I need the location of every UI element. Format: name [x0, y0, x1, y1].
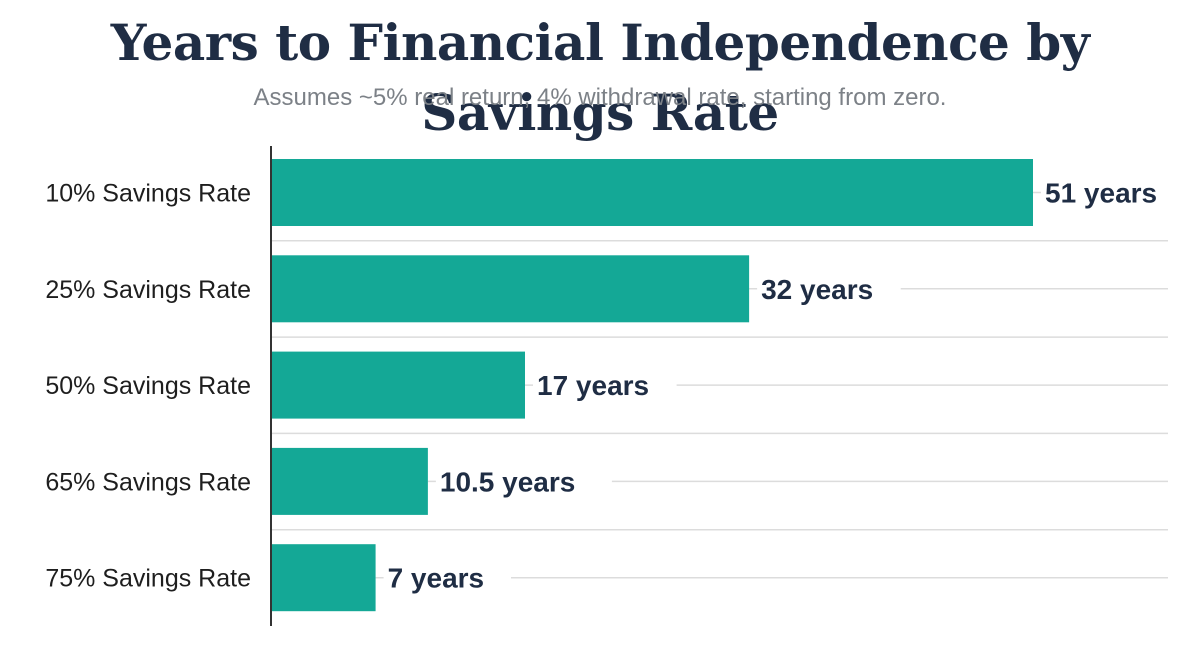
chart-title: Years to Financial Independence by Savin… — [110, 13, 1090, 142]
category-label: 10% Savings Rate — [45, 180, 251, 208]
category-label: 75% Savings Rate — [45, 565, 251, 593]
category-label: 25% Savings Rate — [45, 276, 251, 304]
value-label: 32 years — [761, 274, 873, 305]
value-label: 7 years — [388, 563, 485, 594]
bar — [271, 351, 525, 419]
value-label-backing — [435, 461, 612, 502]
value-label-backing — [757, 268, 901, 309]
bar — [271, 544, 376, 612]
value-label: 51 years — [1045, 178, 1157, 209]
value-label: 10.5 years — [440, 466, 575, 497]
value-label-backing — [383, 557, 511, 598]
bar — [271, 447, 428, 515]
value-label: 17 years — [537, 370, 649, 401]
value-label-backing — [1041, 172, 1185, 213]
value-label-backing — [533, 365, 677, 406]
category-label: 50% Savings Rate — [45, 372, 251, 400]
bar — [271, 255, 750, 323]
category-label: 65% Savings Rate — [45, 468, 251, 496]
bar — [271, 159, 1033, 226]
chart-subtitle: Assumes ~5% real return, 4% withdrawal r… — [253, 84, 947, 111]
